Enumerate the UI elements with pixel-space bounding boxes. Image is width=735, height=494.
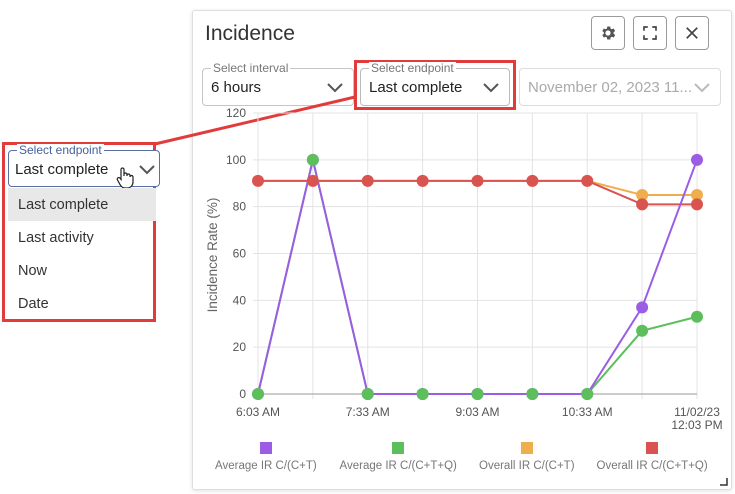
x-tick-label: 6:03 AM bbox=[236, 405, 280, 419]
panel-title: Incidence bbox=[205, 22, 295, 45]
close-button[interactable] bbox=[675, 16, 709, 50]
data-point bbox=[691, 153, 703, 166]
resize-handle-icon[interactable] bbox=[720, 478, 728, 486]
data-point bbox=[636, 198, 649, 211]
dropdown-endpoint-select[interactable]: Select endpoint Last complete bbox=[8, 144, 160, 187]
hand-cursor-icon bbox=[116, 167, 134, 189]
dropdown-select-label: Select endpoint bbox=[17, 143, 104, 157]
legend-swatch[interactable] bbox=[521, 442, 533, 454]
data-point bbox=[361, 388, 374, 400]
x-tick-label: 9:03 AM bbox=[455, 405, 499, 419]
dropdown-option-now[interactable]: Now bbox=[18, 263, 48, 279]
endpoint-select-label: Select endpoint bbox=[369, 61, 456, 75]
data-point bbox=[306, 174, 319, 187]
data-point bbox=[691, 188, 703, 201]
data-point bbox=[581, 388, 594, 400]
y-tick-label: 0 bbox=[239, 387, 246, 401]
data-point bbox=[691, 310, 703, 323]
chevron-down-icon bbox=[139, 165, 155, 175]
gear-icon bbox=[602, 26, 616, 40]
legend-swatch[interactable] bbox=[260, 442, 272, 454]
legend-label[interactable]: Overall IR C/(C+T+Q) bbox=[596, 460, 708, 472]
x-tick-label: 11/02/23 12:03 PM bbox=[671, 405, 722, 432]
data-point bbox=[636, 301, 649, 314]
settings-button[interactable] bbox=[591, 16, 625, 50]
legend-label[interactable]: Average IR C/(C+T) bbox=[215, 460, 317, 472]
dropdown-option-last-activity[interactable]: Last activity bbox=[18, 230, 94, 246]
data-point bbox=[416, 174, 429, 187]
legend-swatch[interactable] bbox=[646, 442, 658, 454]
fullscreen-icon bbox=[643, 26, 657, 40]
y-tick-label: 100 bbox=[226, 153, 246, 167]
data-point bbox=[526, 388, 539, 400]
dropdown-option-last-complete[interactable]: Last complete bbox=[8, 188, 156, 221]
legend-label[interactable]: Average IR C/(C+T+Q) bbox=[339, 460, 457, 472]
date-select-value: November 02, 2023 11... bbox=[528, 79, 692, 96]
data-point bbox=[471, 174, 484, 187]
y-tick-label: 40 bbox=[233, 293, 247, 307]
endpoint-select-value: Last complete bbox=[369, 79, 463, 96]
data-point bbox=[416, 388, 429, 400]
endpoint-dropdown-menu: Select endpoint Last complete Last compl… bbox=[2, 142, 160, 322]
chevron-down-icon bbox=[483, 83, 499, 93]
close-icon bbox=[686, 27, 698, 39]
fullscreen-button[interactable] bbox=[633, 16, 667, 50]
date-select[interactable]: November 02, 2023 11... bbox=[519, 68, 721, 106]
data-point bbox=[252, 174, 264, 187]
data-point bbox=[252, 388, 264, 400]
data-point bbox=[691, 198, 703, 211]
y-tick-label: 60 bbox=[233, 247, 247, 261]
x-tick-label: 10:33 AM bbox=[562, 405, 613, 419]
legend-swatch[interactable] bbox=[392, 442, 404, 454]
endpoint-select[interactable]: Select endpoint Last complete bbox=[360, 62, 510, 106]
interval-select-value: 6 hours bbox=[211, 79, 262, 96]
y-tick-label: 120 bbox=[226, 106, 246, 120]
data-point bbox=[361, 174, 374, 187]
chevron-down-icon bbox=[694, 83, 710, 93]
chevron-down-icon bbox=[327, 83, 343, 93]
data-point bbox=[636, 324, 649, 337]
y-axis-label: Incidence Rate (%) bbox=[205, 198, 220, 313]
y-tick-label: 80 bbox=[233, 200, 247, 214]
data-point bbox=[526, 174, 539, 187]
y-tick-label: 20 bbox=[233, 340, 247, 354]
data-point bbox=[306, 153, 319, 166]
dropdown-select-value: Last complete bbox=[15, 161, 109, 178]
data-point bbox=[636, 188, 649, 201]
interval-select[interactable]: Select interval 6 hours bbox=[202, 62, 354, 106]
data-point bbox=[581, 174, 594, 187]
interval-select-label: Select interval bbox=[211, 61, 291, 75]
x-tick-label: 7:33 AM bbox=[346, 405, 390, 419]
endpoint-highlight-box bbox=[354, 60, 516, 110]
dropdown-option-date[interactable]: Date bbox=[18, 296, 49, 312]
data-point bbox=[471, 388, 484, 400]
legend-label[interactable]: Overall IR C/(C+T) bbox=[479, 460, 575, 472]
